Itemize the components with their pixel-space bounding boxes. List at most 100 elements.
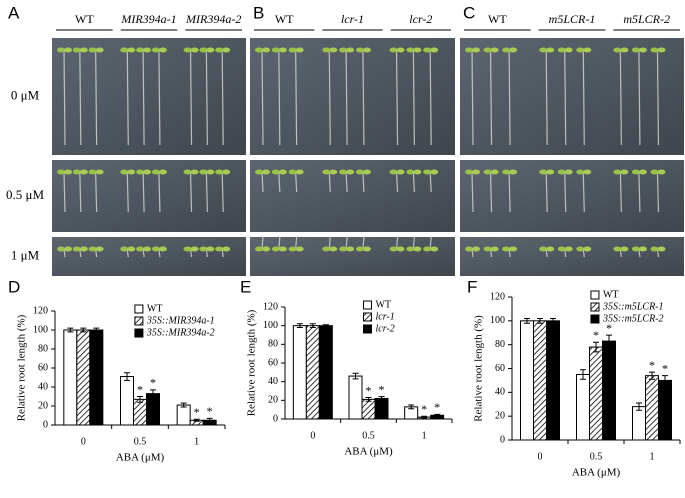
seedling-root (489, 171, 493, 213)
error-bar (649, 371, 655, 380)
seedling-root (345, 236, 348, 250)
seedling-leaf (79, 246, 88, 252)
seedling-leaf (362, 169, 371, 175)
seedling-leaf (151, 169, 160, 175)
seedling-leaf (190, 169, 199, 175)
bar (658, 379, 672, 441)
seedling-root (656, 171, 660, 213)
seedling-leaf (657, 246, 666, 252)
seedling-leaf (557, 47, 566, 53)
seedling-leaf (57, 47, 65, 53)
legend-label: lcr-2 (375, 323, 394, 334)
error-bar (593, 341, 599, 353)
bar (120, 376, 134, 426)
seedling-root (79, 49, 82, 146)
seedling-leaf (490, 47, 499, 53)
seedling-leaf (613, 246, 622, 252)
seedling-leaf (576, 47, 585, 53)
seedling-leaf (657, 47, 666, 53)
panel-label: D (8, 277, 20, 296)
seedling-leaf (483, 246, 492, 252)
seedling-leaf (57, 246, 65, 252)
significance-star: * (379, 382, 385, 396)
error-bar (434, 413, 441, 417)
seedling-leaf (546, 169, 555, 175)
error-bar (636, 402, 642, 411)
significance-star: * (207, 404, 213, 418)
significance-star: * (649, 358, 655, 372)
seedling-leaf (423, 246, 432, 252)
group-label: m5LCR-1 (549, 12, 596, 26)
bar (176, 404, 191, 426)
significance-star: * (593, 328, 599, 342)
seedling-leaf (389, 169, 398, 175)
seedling-leaf (262, 169, 270, 175)
seedling-leaf (206, 246, 215, 252)
seedling-root (619, 171, 622, 213)
x-tick-label: 1 (422, 430, 427, 441)
bar (546, 320, 560, 441)
seedling-root (412, 171, 415, 193)
seedling-root (261, 236, 264, 250)
seedling-leaf (136, 47, 145, 53)
seedling-leaf (95, 246, 104, 252)
significance-star: * (194, 405, 200, 419)
panel-label: F (467, 277, 477, 296)
legend-label: 35S::m5LCR-1 (602, 301, 664, 312)
seedling-root (429, 236, 432, 250)
error-bar (322, 324, 329, 328)
x-axis-label: ABA (μM) (572, 467, 621, 479)
error-bar (93, 327, 100, 333)
seedling-root (471, 49, 474, 146)
y-tick-label: 100 (33, 324, 48, 335)
seedling-leaf (120, 246, 129, 252)
error-bar (80, 327, 87, 333)
seedling-leaf (278, 169, 287, 175)
y-tick-label: 120 (263, 301, 278, 312)
seedling-leaf (64, 169, 72, 175)
seedling-root (158, 49, 161, 146)
seedling-leaf (136, 169, 145, 175)
group-label: WT (275, 12, 294, 26)
seedling-root (412, 236, 415, 250)
seedling-leaf (620, 47, 629, 53)
seedling-root (261, 49, 264, 146)
seedling-root (489, 49, 493, 146)
seedling-leaf (151, 246, 160, 252)
seedling-leaf (127, 246, 136, 252)
bar (576, 373, 590, 441)
y-axis-label: Relative root length (%) (473, 315, 485, 422)
seedling-leaf (502, 47, 511, 53)
seedling-leaf (406, 47, 415, 53)
seedling-leaf (564, 246, 573, 252)
seedling-leaf (322, 47, 331, 53)
row-label: 0.5 μM (6, 187, 44, 202)
row-label: 1 μM (11, 247, 40, 262)
seedling-leaf (423, 47, 432, 53)
error-bar (296, 323, 303, 329)
seedling-leaf (406, 169, 415, 175)
seedling-leaf (329, 246, 338, 252)
seedling-leaf (620, 169, 629, 175)
seedling-leaf (346, 47, 355, 53)
seedling-leaf (423, 169, 432, 175)
legend-swatch (362, 312, 372, 322)
seedling-leaf (502, 246, 511, 252)
group-label: lcr-1 (341, 12, 364, 26)
seedling-leaf (355, 169, 364, 175)
seedling-root (63, 171, 66, 213)
seedling-leaf (539, 169, 548, 175)
seedling-root (362, 236, 365, 250)
seedling-root (564, 49, 567, 146)
seedling-root (295, 49, 298, 146)
seedling-root (582, 49, 585, 146)
seedling-leaf (278, 47, 287, 53)
legend-swatch (134, 328, 144, 338)
seedling-root (328, 171, 331, 193)
panel-label: B (253, 3, 264, 22)
seedling-leaf (413, 47, 422, 53)
panel-label: E (240, 277, 251, 296)
seedling-root (295, 236, 298, 250)
seedling-leaf (631, 246, 640, 252)
